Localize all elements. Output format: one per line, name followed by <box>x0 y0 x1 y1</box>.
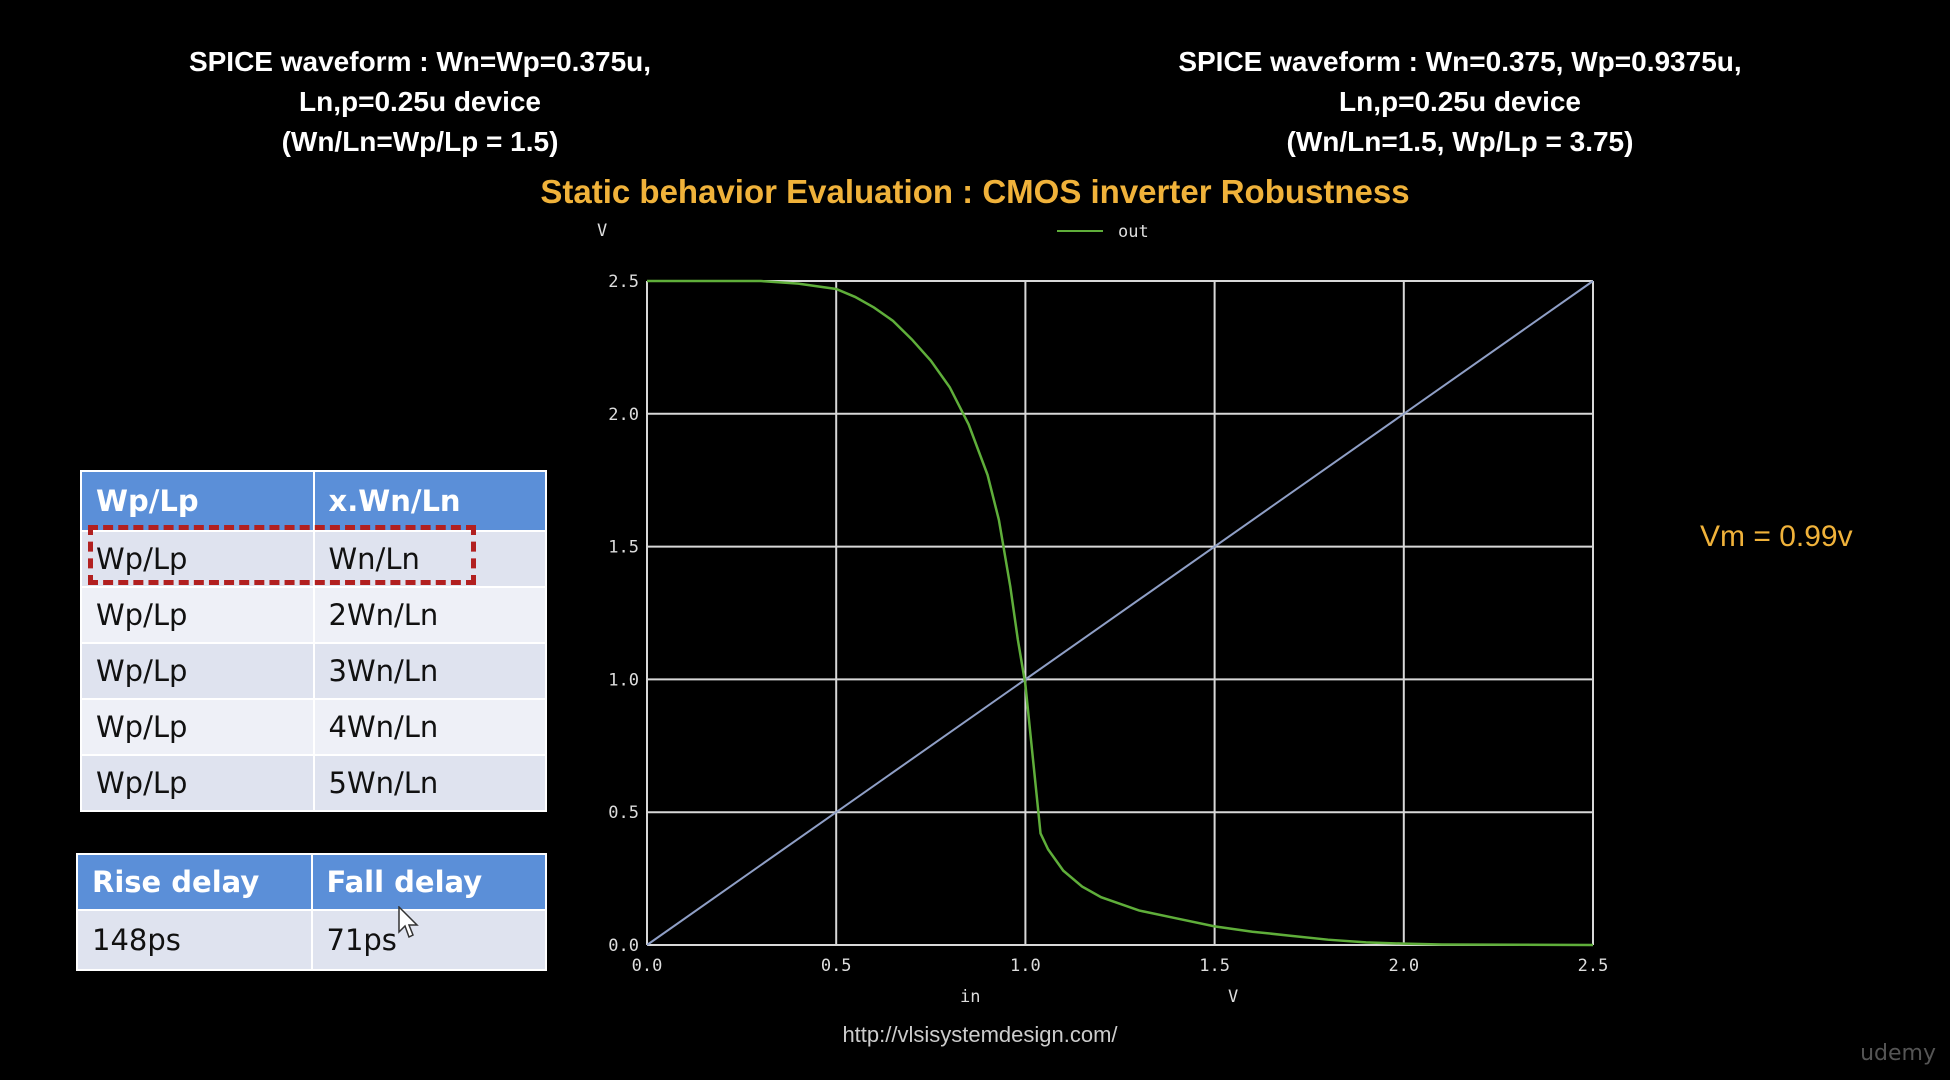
y-tick-label: 2.0 <box>608 405 639 425</box>
header-right: SPICE waveform : Wn=0.375, Wp=0.9375u, L… <box>1150 42 1770 162</box>
x-axis-unit: V <box>1228 987 1238 1007</box>
mouse-cursor-icon <box>398 906 419 939</box>
header-left: SPICE waveform : Wn=Wp=0.375u, Ln,p=0.25… <box>140 42 700 162</box>
legend-label: out <box>1118 222 1149 242</box>
header-left-line2: Ln,p=0.25u device <box>299 86 541 117</box>
ratio-cell: Wp/Lp <box>80 754 315 812</box>
table-row: Wp/Lp 4Wn/Ln <box>80 698 547 756</box>
ratio-cell: 2Wn/Ln <box>312 586 547 644</box>
x-tick-label: 2.5 <box>1578 956 1609 976</box>
y-tick-label: 0.5 <box>608 803 639 823</box>
y-tick-label: 1.0 <box>608 670 639 690</box>
table-row: Wp/Lp Wn/Ln <box>80 530 547 588</box>
ratio-cell: 3Wn/Ln <box>312 642 547 700</box>
header-left-line1: SPICE waveform : Wn=Wp=0.375u, <box>188 46 652 77</box>
ratio-header-col1: Wp/Lp <box>80 470 315 532</box>
plot-series <box>646 279 1594 947</box>
delay-header-rise: Rise delay <box>76 853 313 911</box>
plot-ticks: 0.0 0.5 1.0 1.5 2.0 2.5 0.0 0.5 1.0 1.5 2.0 2.5 <box>608 272 1608 976</box>
fall-delay-value: 71ps <box>310 909 547 971</box>
y-tick-label: 2.5 <box>608 272 639 292</box>
delay-header-fall: Fall delay <box>310 853 547 911</box>
table-row: 148ps 71ps <box>76 909 547 971</box>
x-tick-label: 1.0 <box>1010 956 1041 976</box>
ratio-cell: Wp/Lp <box>80 642 315 700</box>
series-reference-line <box>646 280 1594 946</box>
delay-table-header-row: Rise delay Fall delay <box>76 853 547 911</box>
x-axis-label: in <box>960 987 980 1007</box>
x-tick-label: 2.0 <box>1388 956 1419 976</box>
header-right-line1: SPICE waveform : Wn=0.375, Wp=0.9375u, <box>1178 46 1742 77</box>
footer-url[interactable]: http://vlsisystemdesign.com/ <box>842 1022 1118 1047</box>
table-row: Wp/Lp 3Wn/Ln <box>80 642 547 700</box>
table-row: Wp/Lp 5Wn/Ln <box>80 754 547 812</box>
header-right-line3: (Wn/Ln=1.5, Wp/Lp = 3.75) <box>1286 126 1634 157</box>
vm-label: Vm = 0.99v <box>1700 520 1853 553</box>
ratio-cell: 5Wn/Ln <box>312 754 547 812</box>
y-axis-unit: V <box>597 221 607 241</box>
brand-logo-text: udemy <box>1860 1041 1936 1066</box>
ratio-cell: 4Wn/Ln <box>312 698 547 756</box>
series-out-line <box>647 279 1594 947</box>
y-tick-label: 1.5 <box>608 538 639 558</box>
plot-grid <box>646 280 1594 946</box>
header-right-line2: Ln,p=0.25u device <box>1339 86 1581 117</box>
table-row: Wp/Lp 2Wn/Ln <box>80 586 547 644</box>
ratio-header-col2: x.Wn/Ln <box>312 470 547 532</box>
highlight-dashed-box <box>88 525 476 585</box>
ratio-cell: Wn/Ln <box>312 530 547 588</box>
ratio-cell: Wp/Lp <box>80 586 315 644</box>
ratio-cell: Wp/Lp <box>80 530 315 588</box>
ratio-cell: Wp/Lp <box>80 698 315 756</box>
x-tick-label: 0.0 <box>632 956 663 976</box>
header-left-line3: (Wn/Ln=Wp/Lp = 1.5) <box>281 126 559 157</box>
y-tick-label: 0.0 <box>608 936 639 956</box>
ratio-table-header-row: Wp/Lp x.Wn/Ln <box>80 470 547 532</box>
rise-delay-value: 148ps <box>76 909 313 971</box>
ratio-table: Wp/Lp x.Wn/Ln Wp/Lp Wn/Ln Wp/Lp 2Wn/Ln W… <box>80 470 547 812</box>
delay-table: Rise delay Fall delay 148ps 71ps <box>76 853 547 971</box>
x-tick-label: 0.5 <box>821 956 852 976</box>
slide-title: Static behavior Evaluation : CMOS invert… <box>540 173 1410 210</box>
x-tick-label: 1.5 <box>1199 956 1230 976</box>
